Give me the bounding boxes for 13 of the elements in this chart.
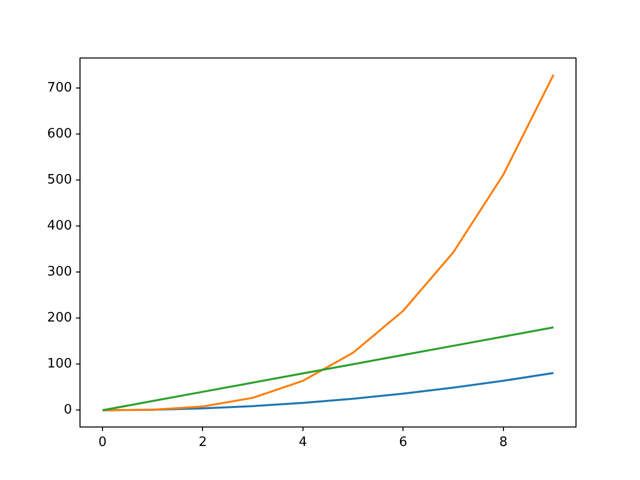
y-tick-label: 400	[47, 218, 72, 234]
y-tick-label: 100	[47, 356, 72, 372]
y-tick-label: 500	[47, 172, 72, 188]
x-tick-label: 4	[298, 435, 308, 450]
y-tick-label: 600	[47, 126, 72, 142]
y-tick-label: 700	[47, 80, 72, 96]
x-tick-label: 2	[198, 435, 207, 450]
y-tick-label: 200	[47, 310, 72, 326]
x-tick-label: 0	[98, 435, 107, 450]
y-tick-label: 300	[47, 264, 72, 280]
x-tick-label: 6	[399, 435, 408, 450]
y-tick-label: 0	[64, 402, 72, 418]
x-tick-label: 8	[499, 435, 508, 450]
